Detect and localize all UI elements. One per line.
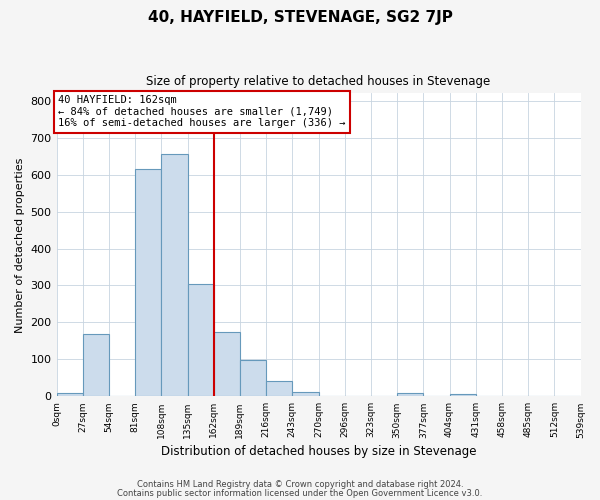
Bar (292, 392, 319, 396)
Text: 40, HAYFIELD, STEVENAGE, SG2 7JP: 40, HAYFIELD, STEVENAGE, SG2 7JP (148, 10, 452, 25)
Bar (161, 154, 188, 396)
Bar (214, 332, 240, 396)
Bar (56, 392, 83, 396)
Text: Contains HM Land Registry data © Crown copyright and database right 2024.: Contains HM Land Registry data © Crown c… (137, 480, 463, 489)
Bar (188, 284, 214, 397)
Text: Contains public sector information licensed under the Open Government Licence v3: Contains public sector information licen… (118, 488, 482, 498)
Bar (135, 169, 161, 396)
Bar (449, 394, 476, 396)
Text: 40 HAYFIELD: 162sqm
← 84% of detached houses are smaller (1,749)
16% of semi-det: 40 HAYFIELD: 162sqm ← 84% of detached ho… (58, 95, 346, 128)
Bar (240, 360, 266, 396)
Bar (83, 334, 109, 396)
Bar (266, 381, 292, 396)
Title: Size of property relative to detached houses in Stevenage: Size of property relative to detached ho… (146, 75, 491, 88)
Y-axis label: Number of detached properties: Number of detached properties (15, 157, 25, 332)
X-axis label: Distribution of detached houses by size in Stevenage: Distribution of detached houses by size … (161, 444, 476, 458)
Bar (397, 392, 424, 396)
